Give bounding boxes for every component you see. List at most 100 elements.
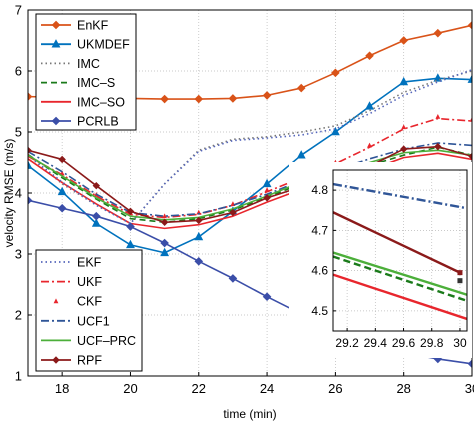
data-point-ckf bbox=[401, 124, 407, 130]
data-point-enkf bbox=[228, 94, 238, 103]
data-point-ukmdef bbox=[91, 218, 101, 227]
data-point-ukmdef bbox=[330, 126, 340, 136]
data-point-rpf bbox=[229, 208, 237, 217]
legend-bottom-label: RPF bbox=[77, 354, 102, 368]
data-point-rpf bbox=[263, 194, 271, 202]
data-point-enkf bbox=[365, 51, 374, 61]
data-point-enkf bbox=[467, 20, 472, 30]
data-point-pcrlb bbox=[228, 274, 238, 283]
series-line-imc-so bbox=[28, 152, 472, 230]
inset-line-ucf1 bbox=[333, 182, 467, 210]
main-ticks: 18 20 22 24 26 28 30 1 2 3 4 5 6 7 bbox=[15, 3, 474, 397]
data-point-ukmdef bbox=[399, 76, 409, 86]
data-point-ckf bbox=[435, 113, 441, 119]
y-tick-label: 2 bbox=[15, 308, 22, 323]
legend-marker-ukmdef bbox=[51, 39, 61, 48]
inset-x-tick-label: 29.8 bbox=[420, 336, 444, 350]
data-point-pcrlb bbox=[92, 211, 101, 221]
y-tick-label: 6 bbox=[15, 64, 22, 79]
y-tick-label: 5 bbox=[15, 125, 22, 140]
inset-background bbox=[289, 162, 472, 358]
legend-marker-rpf bbox=[52, 356, 60, 364]
data-point-ckf bbox=[196, 209, 202, 215]
x-tick-label: 22 bbox=[192, 381, 206, 396]
data-point-ukmdef bbox=[28, 160, 33, 169]
inset-frame bbox=[332, 169, 468, 332]
x-tick-label: 26 bbox=[328, 381, 342, 396]
data-point-ukmdef bbox=[57, 186, 67, 196]
inset-y-tick-label: 4.5 bbox=[311, 304, 328, 318]
data-point-enkf bbox=[399, 36, 408, 45]
y-tick-label: 4 bbox=[15, 186, 22, 201]
legend-bottom-label: UCF–PRC bbox=[77, 334, 136, 348]
data-point-ukmdef bbox=[262, 178, 272, 188]
y-tick-label: 1 bbox=[15, 369, 22, 384]
legend-top-box bbox=[35, 13, 137, 131]
y-tick-label: 7 bbox=[15, 3, 22, 18]
data-point-enkf bbox=[262, 91, 272, 100]
legend-marker-pcrlb bbox=[51, 116, 61, 126]
legend-top-label: UKMDEF bbox=[77, 38, 130, 52]
legend-bottom-label: UKF bbox=[77, 275, 102, 289]
data-point-ukmdef bbox=[296, 150, 306, 159]
inset-marker-imc bbox=[457, 278, 463, 284]
data-point-pcrlb bbox=[262, 292, 272, 302]
data-point-ckf bbox=[469, 117, 472, 122]
series-line-ucf-prc bbox=[28, 149, 472, 221]
data-point-ukmdef bbox=[160, 247, 170, 257]
legend-bottom-box bbox=[35, 249, 143, 372]
data-point-enkf bbox=[331, 68, 340, 78]
legend-top-label: IMC–SO bbox=[77, 95, 125, 109]
data-point-enkf bbox=[296, 83, 306, 93]
x-tick-label: 18 bbox=[55, 381, 69, 396]
data-point-ckf bbox=[162, 213, 168, 219]
y-tick-label: 3 bbox=[15, 247, 22, 262]
x-tick-label: 20 bbox=[123, 381, 137, 396]
y-axis-label: velocity RMSE (m/s) bbox=[2, 139, 16, 248]
legend-marker-ckf bbox=[53, 298, 59, 304]
inset-y-tick-label: 4.8 bbox=[311, 183, 328, 197]
inset-y-tick-label: 4.6 bbox=[311, 264, 328, 278]
data-point-ckf bbox=[367, 142, 372, 148]
data-point-pcrlb bbox=[194, 257, 204, 266]
series-line-ucf1 bbox=[28, 142, 472, 217]
data-point-rpf bbox=[28, 146, 32, 155]
data-point-rpf bbox=[468, 152, 472, 161]
data-point-enkf bbox=[28, 92, 33, 101]
inset-line-imc-s bbox=[333, 255, 467, 302]
series-ekf bbox=[28, 69, 472, 225]
data-point-ukmdef bbox=[365, 101, 374, 110]
series-ucf-prc bbox=[28, 149, 472, 221]
data-point-rpf bbox=[434, 142, 442, 151]
data-point-pcrlb bbox=[57, 203, 67, 213]
legend-bottom-label: EKF bbox=[77, 256, 102, 270]
data-point-enkf bbox=[194, 94, 204, 104]
data-point-pcrlb bbox=[28, 196, 33, 205]
x-tick-label: 30 bbox=[465, 381, 474, 396]
legend-bottom-label: CKF bbox=[77, 295, 102, 309]
inset-zoom-plot: 29.2 29.4 29.6 29.8 30 4.5 4.6 4.7 4.8 bbox=[289, 162, 472, 358]
legend-bottom: EKF UKF CKF UCF1 UCF–PRC RPF bbox=[35, 249, 143, 372]
data-point-pcrlb bbox=[126, 222, 135, 231]
data-point-pcrlb bbox=[160, 238, 169, 248]
series-line-rpf bbox=[28, 145, 472, 224]
inset-line-ucf-prc bbox=[333, 251, 467, 296]
data-point-rpf bbox=[195, 216, 203, 225]
inset-x-tick-label: 29.4 bbox=[364, 336, 388, 350]
data-point-ukmdef bbox=[467, 74, 472, 83]
legend-bottom-label: UCF1 bbox=[77, 314, 110, 328]
data-point-ckf bbox=[264, 187, 270, 192]
legend-top-label: PCRLB bbox=[77, 115, 119, 129]
series-ukf bbox=[28, 117, 472, 219]
x-tick-label: 28 bbox=[396, 381, 410, 396]
data-point-rpf bbox=[399, 145, 408, 153]
data-point-ukmdef bbox=[126, 239, 135, 249]
series-line-imc-s bbox=[28, 146, 472, 224]
legend-top-label: EnKF bbox=[77, 19, 109, 33]
inset-marker-rpf bbox=[457, 270, 463, 276]
x-tick-label: 24 bbox=[260, 381, 274, 396]
legend-top-label: IMC–S bbox=[77, 76, 115, 90]
series-ucf1 bbox=[28, 142, 472, 217]
inset-line-rpf bbox=[333, 211, 461, 274]
